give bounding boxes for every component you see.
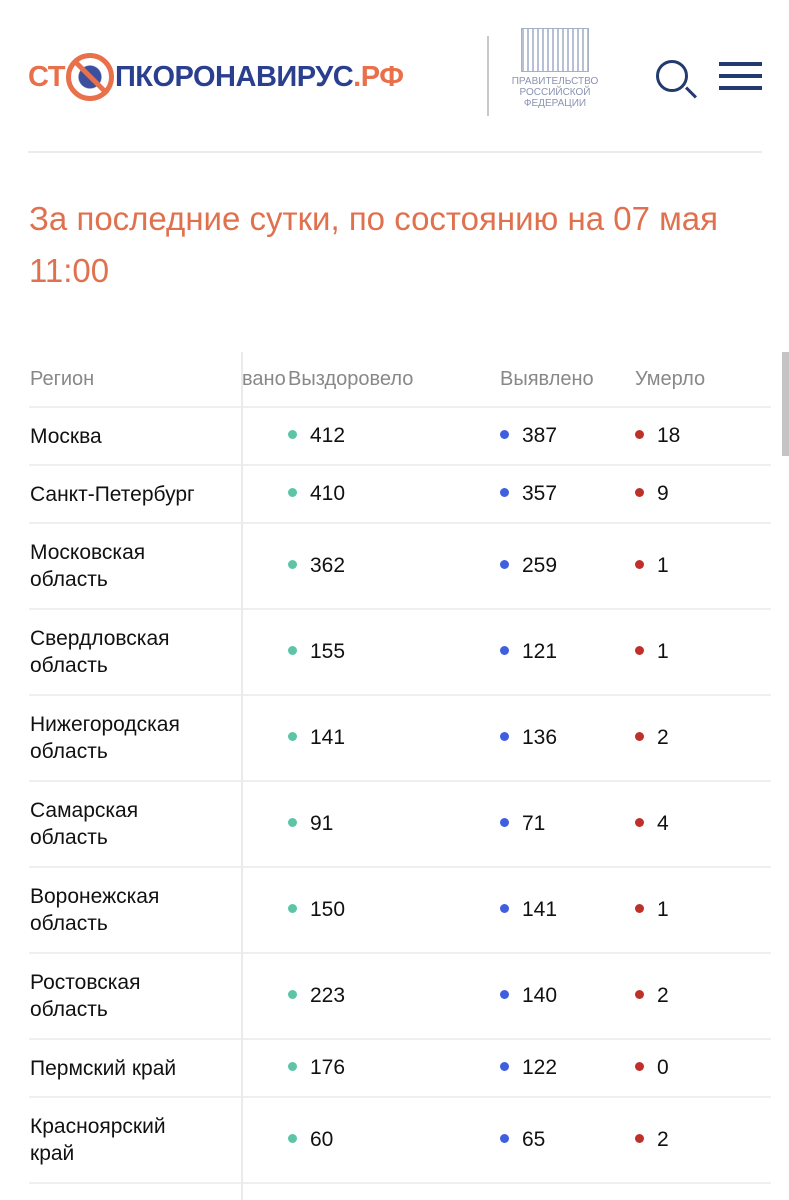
table-row[interactable]: Ростовская область 223 140 2 [29, 954, 771, 1040]
table-row[interactable]: Воронежская область 150 141 1 [29, 868, 771, 954]
died-value: 2 [635, 726, 669, 750]
detected-value: 122 [500, 1056, 557, 1080]
recovered-value: 60 [288, 1128, 333, 1152]
recovered-value: 223 [288, 984, 345, 1008]
died-dot-icon [635, 429, 644, 439]
recovered-dot-icon [288, 559, 297, 569]
horizontal-scrollbar[interactable] [782, 352, 789, 456]
region-name: Москва [30, 424, 102, 448]
table-header: Регион вано Выздоровело Выявлено Умерло [29, 352, 771, 408]
detected-value: 140 [500, 984, 557, 1008]
table-row[interactable]: Московская область 362 259 1 [29, 524, 771, 610]
recovered-value: 412 [288, 424, 345, 448]
search-icon[interactable] [656, 60, 688, 92]
recovered-dot-icon [288, 645, 297, 655]
recovered-dot-icon [288, 989, 297, 999]
table-row[interactable]: Пермский край 176 122 0 [29, 1040, 771, 1098]
table-row[interactable]: Красноярский край 60 65 2 [29, 1098, 771, 1184]
detected-dot-icon [500, 645, 509, 655]
table-row[interactable]: Нижегородская область 141 136 2 [29, 696, 771, 782]
detected-value: 65 [500, 1128, 545, 1152]
recovered-value: 91 [288, 812, 333, 836]
detected-dot-icon [500, 903, 509, 913]
page-title: За последние сутки, по состоянию на 07 м… [29, 200, 719, 289]
region-name: Самарская область [30, 799, 139, 849]
detected-dot-icon [500, 817, 509, 827]
died-value: 2 [635, 1128, 669, 1152]
recovered-dot-icon [288, 903, 297, 913]
government-logo[interactable]: ПРАВИТЕЛЬСТВО РОССИЙСКОЙ ФЕДЕРАЦИИ [505, 28, 605, 109]
table-row[interactable]: Москва 412 387 18 [29, 408, 771, 466]
detected-dot-icon [500, 559, 509, 569]
detected-value: 136 [500, 726, 557, 750]
government-building-icon [521, 28, 589, 72]
table-row[interactable]: Санкт-Петербург 410 357 9 [29, 466, 771, 524]
recovered-value: 176 [288, 1056, 345, 1080]
recovered-dot-icon [288, 429, 297, 439]
died-dot-icon [635, 989, 644, 999]
recovered-dot-icon [288, 1061, 297, 1071]
died-value: 1 [635, 898, 669, 922]
detected-value: 259 [500, 554, 557, 578]
detected-dot-icon [500, 429, 509, 439]
died-value: 18 [635, 424, 680, 448]
crossed-virus-icon [65, 53, 114, 101]
died-value: 2 [635, 984, 669, 1008]
header-divider [487, 36, 489, 116]
header-detected[interactable]: Выявлено [500, 367, 594, 390]
recovered-value: 150 [288, 898, 345, 922]
died-dot-icon [635, 731, 644, 741]
detected-value: 121 [500, 640, 557, 664]
region-name: Свердловская область [30, 627, 170, 677]
died-dot-icon [635, 645, 644, 655]
died-value: 1 [635, 640, 669, 664]
detected-dot-icon [500, 1061, 509, 1071]
died-dot-icon [635, 559, 644, 569]
header-region[interactable]: Регион [30, 367, 95, 390]
recovered-dot-icon [288, 731, 297, 741]
hamburger-menu-icon[interactable] [719, 62, 762, 98]
detected-dot-icon [500, 487, 509, 497]
header-died[interactable]: Умерло [635, 367, 706, 390]
region-name: Ростовская область [30, 971, 141, 1021]
regions-table[interactable]: Регион вано Выздоровело Выявлено Умерло … [29, 352, 771, 1184]
region-name: Красноярский край [30, 1115, 166, 1165]
recovered-dot-icon [288, 1133, 297, 1143]
detected-value: 387 [500, 424, 557, 448]
detected-dot-icon [500, 731, 509, 741]
died-value: 1 [635, 554, 669, 578]
died-value: 4 [635, 812, 669, 836]
recovered-dot-icon [288, 817, 297, 827]
died-dot-icon [635, 903, 644, 913]
recovered-value: 141 [288, 726, 345, 750]
recovered-value: 410 [288, 482, 345, 506]
died-dot-icon [635, 487, 644, 497]
detected-value: 357 [500, 482, 557, 506]
region-name: Московская область [30, 541, 146, 591]
detected-dot-icon [500, 1133, 509, 1143]
detected-value: 141 [500, 898, 557, 922]
recovered-value: 362 [288, 554, 345, 578]
recovered-dot-icon [288, 487, 297, 497]
died-dot-icon [635, 817, 644, 827]
detected-value: 71 [500, 812, 545, 836]
recovered-value: 155 [288, 640, 345, 664]
sticky-column-border [241, 352, 243, 1200]
table-row[interactable]: Самарская область 91 71 4 [29, 782, 771, 868]
region-name: Пермский край [30, 1056, 177, 1080]
header-divider-line [28, 151, 762, 153]
header-hidden-column[interactable]: вано [242, 367, 286, 390]
region-name: Воронежская область [30, 885, 160, 935]
table-row[interactable]: Свердловская область 155 121 1 [29, 610, 771, 696]
died-dot-icon [635, 1061, 644, 1071]
region-name: Санкт-Петербург [30, 482, 195, 506]
died-value: 0 [635, 1056, 669, 1080]
region-name: Нижегородская область [30, 713, 180, 763]
died-value: 9 [635, 482, 669, 506]
stopcoronavirus-logo[interactable]: СТ ПКОРОНАВИРУС .РФ [28, 52, 404, 102]
detected-dot-icon [500, 989, 509, 999]
header-recovered[interactable]: Выздоровело [288, 367, 414, 390]
died-dot-icon [635, 1133, 644, 1143]
